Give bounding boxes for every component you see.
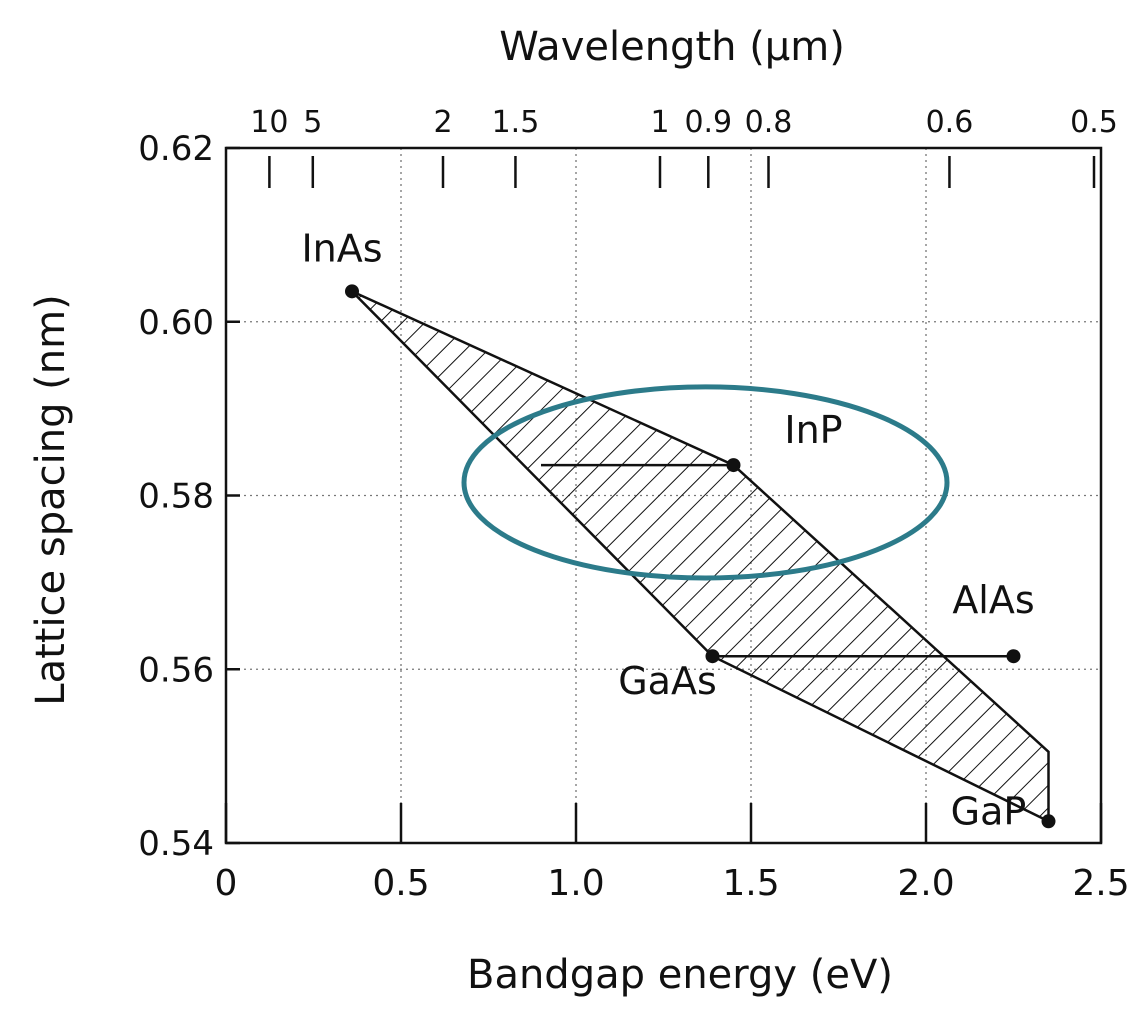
y-tick-label: 0.56: [138, 650, 214, 690]
top-tick-label: 1.5: [492, 105, 540, 140]
point-label-inp: InP: [784, 408, 842, 452]
grid: [226, 148, 1101, 843]
y-axis-label: Lattice spacing (nm): [28, 294, 74, 705]
top-tick-label: 0.8: [745, 105, 793, 140]
top-tick-label: 0.5: [1070, 105, 1118, 140]
data-points: InAs InP GaAs AlAs GaP: [301, 226, 1056, 833]
point-alas: [1006, 649, 1021, 664]
highlight-ellipse: [461, 384, 950, 581]
y-tick-label: 0.62: [138, 129, 214, 169]
point-label-alas: AlAs: [952, 578, 1034, 622]
x-tick-label: 1.0: [547, 863, 604, 904]
top-tick-label: 0.6: [926, 105, 974, 140]
point-gap: [1041, 814, 1056, 829]
top-tick-label: 10: [250, 105, 288, 140]
alloy-region: [351, 290, 1050, 824]
axis-ticks: 0 0.5 1.0 1.5 2.0 2.5 0.54 0.56 0.58 0.60 0.62 10 5 2…: [138, 105, 1129, 904]
top-tick-label: 5: [303, 105, 322, 140]
x-tick-label: 1.5: [722, 863, 779, 904]
y-tick-label: 0.54: [138, 824, 214, 864]
top-tick-label: 2: [433, 105, 452, 140]
top-tick-label: 1: [650, 105, 669, 140]
x-tick-label: 2.5: [1072, 863, 1129, 904]
y-tick-label: 0.60: [138, 303, 214, 343]
x-axis-label: Bandgap energy (eV): [467, 952, 893, 998]
x-tick-label: 2.0: [897, 863, 954, 904]
y-tick-label: 0.58: [138, 477, 214, 517]
point-label-inas: InAs: [301, 226, 382, 270]
tie-lines: [541, 463, 1014, 658]
x-tick-label: 0: [215, 863, 238, 904]
x-tick-label: 0.5: [372, 863, 429, 904]
point-label-gaas: GaAs: [618, 659, 717, 703]
top-tick-label: 0.9: [684, 105, 732, 140]
top-axis-label: Wavelength (μm): [499, 24, 845, 70]
point-inp: [726, 458, 741, 473]
point-inas: [345, 284, 359, 299]
point-gaas: [705, 649, 720, 664]
point-label-gap: GaP: [951, 789, 1027, 833]
